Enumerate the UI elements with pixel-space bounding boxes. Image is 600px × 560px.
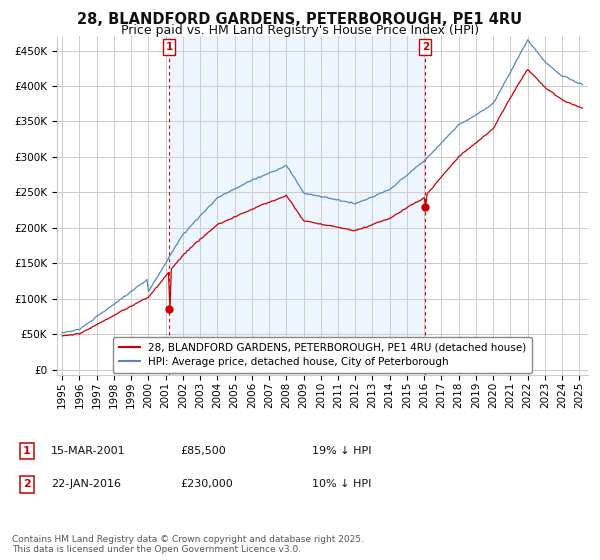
Legend: 28, BLANDFORD GARDENS, PETERBOROUGH, PE1 4RU (detached house), HPI: Average pric: 28, BLANDFORD GARDENS, PETERBOROUGH, PE1… — [113, 337, 532, 374]
Text: 2: 2 — [422, 42, 429, 52]
Text: £230,000: £230,000 — [180, 479, 233, 489]
Text: Price paid vs. HM Land Registry's House Price Index (HPI): Price paid vs. HM Land Registry's House … — [121, 24, 479, 37]
Text: 22-JAN-2016: 22-JAN-2016 — [51, 479, 121, 489]
Text: 28, BLANDFORD GARDENS, PETERBOROUGH, PE1 4RU: 28, BLANDFORD GARDENS, PETERBOROUGH, PE1… — [77, 12, 523, 27]
Text: 2: 2 — [23, 479, 31, 489]
Bar — [169, 36, 425, 375]
Text: £85,500: £85,500 — [180, 446, 226, 456]
Text: 1: 1 — [23, 446, 31, 456]
Text: 19% ↓ HPI: 19% ↓ HPI — [312, 446, 371, 456]
Text: 15-MAR-2001: 15-MAR-2001 — [51, 446, 125, 456]
Text: Contains HM Land Registry data © Crown copyright and database right 2025.
This d: Contains HM Land Registry data © Crown c… — [12, 535, 364, 554]
Text: 1: 1 — [166, 42, 173, 52]
Text: 10% ↓ HPI: 10% ↓ HPI — [312, 479, 371, 489]
